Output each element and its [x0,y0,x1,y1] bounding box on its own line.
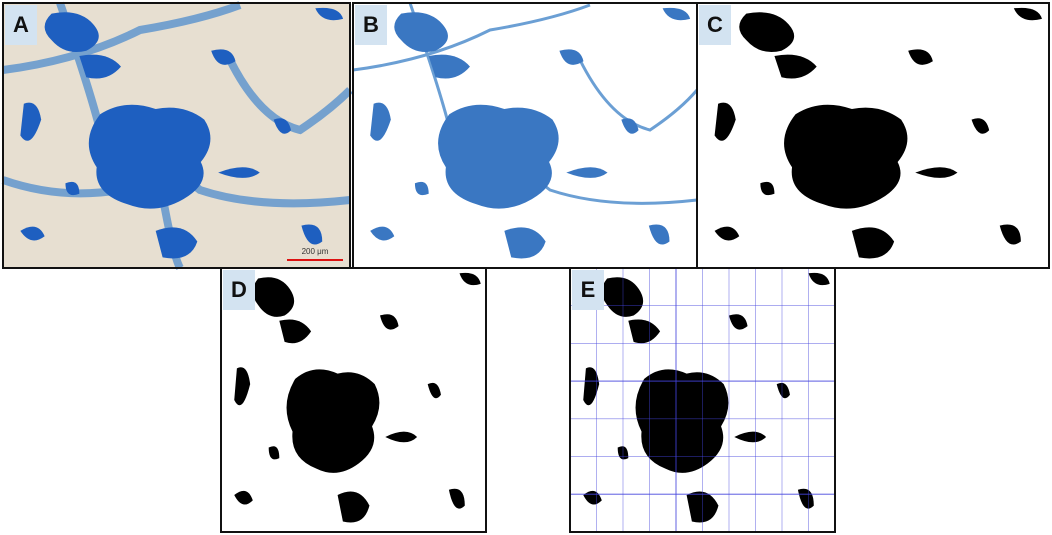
panel-label: B [363,12,379,37]
label-box [699,5,731,45]
scale-bar-label: 200 μm [302,247,329,256]
panel-label: A [13,12,29,37]
label-box [355,5,387,45]
panel-label: D [231,277,247,302]
panel-frame [569,267,836,533]
panel-label: E [581,277,596,302]
panel-e [569,267,836,533]
panel-frame [696,2,1050,269]
label-box [5,5,37,45]
grid [570,268,835,532]
panel-d [220,267,487,533]
label-box [572,270,604,310]
panel-a: 200 μm [1,1,353,270]
panel-frame [2,2,351,269]
panel-label: C [707,12,723,37]
panel-frame [220,267,487,533]
label-box [223,270,255,310]
panel-b [352,2,699,269]
panel-c [696,2,1050,269]
